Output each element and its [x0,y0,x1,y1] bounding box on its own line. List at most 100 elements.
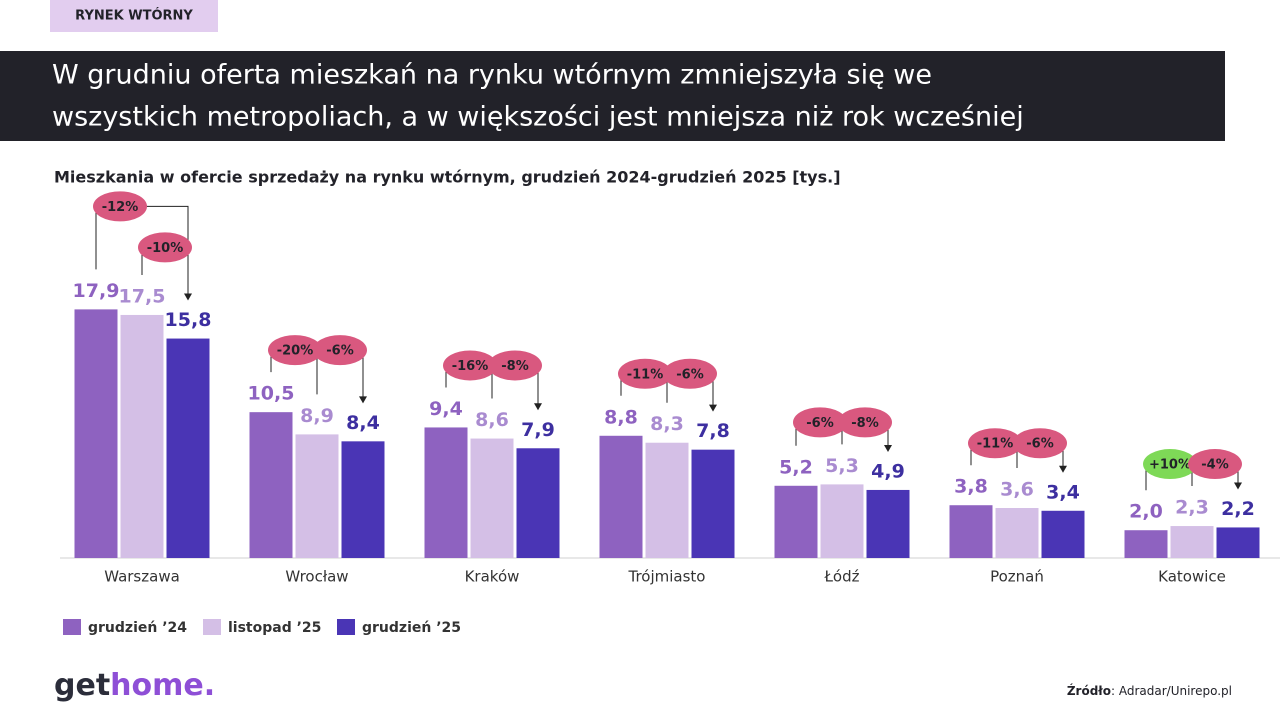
bar [1170,526,1214,558]
value-label: 17,9 [73,280,120,302]
change-badge [968,428,1022,459]
logo-part: home. [110,668,215,703]
change-badge [443,350,497,381]
value-label: 5,3 [825,455,859,477]
value-label: 3,8 [954,476,988,498]
arrow-head [184,293,192,301]
arrow-head [1059,465,1067,473]
change-label: -8% [501,359,528,374]
bar [166,338,210,558]
headline: W grudniu oferta mieszkań na rynku wtórn… [52,60,932,91]
bar [866,489,910,558]
bar [249,412,293,558]
change-label: -12% [102,200,139,215]
change-label: +10% [1149,458,1191,473]
chart-title: Mieszkania w ofercie sprzedaży na rynku … [54,168,841,187]
value-label: 8,4 [346,412,380,434]
headline-bg [0,51,1225,141]
change-label: -8% [851,416,878,431]
legend-label: grudzień ’24 [88,620,187,636]
change-badge [1188,449,1242,480]
x-tick-label: Trójmiasto [628,568,706,586]
value-label: 2,0 [1129,501,1163,523]
legend-label: grudzień ’25 [362,620,461,636]
change-label: -4% [1201,458,1228,473]
change-badge [1013,428,1067,459]
bar [645,442,689,558]
change-label: -6% [326,344,353,359]
logo: gethome. [54,668,215,703]
arrow-head [359,396,367,404]
value-label: 3,4 [1046,481,1080,503]
value-label: 2,2 [1221,498,1255,520]
source-label: Źródło [1067,683,1111,698]
legend-swatch [203,619,221,635]
change-badge [618,358,672,389]
change-badge [313,335,367,366]
legend-swatch [337,619,355,635]
value-label: 10,5 [248,383,295,405]
legend-swatch [63,619,81,635]
bar [995,508,1039,558]
arrow-head [709,404,717,412]
bar [774,485,818,558]
change-badge [93,191,147,222]
arrow-head [884,444,892,452]
source: Źródło: Adradar/Unirepo.pl [1067,683,1232,698]
change-badge [268,335,322,366]
legend-label: listopad ’25 [228,620,321,636]
bar [295,434,339,558]
bar [691,449,735,558]
value-label: 9,4 [429,398,463,420]
change-label: -16% [452,359,489,374]
bar [74,309,118,558]
change-label: -11% [627,367,664,382]
logo-part: get [54,668,110,703]
value-label: 8,8 [604,406,638,428]
bar [599,435,643,558]
bar [470,438,514,558]
bar [424,427,468,558]
arrow-head [534,403,542,411]
change-badge [793,407,847,438]
x-tick-label: Warszawa [104,568,180,586]
change-label: -10% [147,241,184,256]
value-label: 2,3 [1175,497,1209,519]
bar [949,505,993,558]
change-label: -6% [1026,437,1053,452]
tag-bg [50,0,218,32]
x-tick-label: Kraków [465,568,520,586]
bar [1216,527,1260,558]
change-badge [138,232,192,263]
x-tick-label: Katowice [1158,568,1226,586]
value-label: 5,2 [779,456,813,478]
chart: 17,9 17,515,8 Warszawa -12% -10% 10,58,9 8,4 Wr… [60,191,1280,636]
x-tick-label: Wrocław [285,568,348,586]
change-badge [1143,449,1197,480]
x-tick-label: Łódź [823,568,859,586]
value-label: 4,9 [871,460,905,482]
change-label: -20% [277,344,314,359]
bar [516,448,560,558]
bar [1124,530,1168,558]
bar [341,441,385,558]
value-label: 7,8 [696,420,730,442]
headline: wszystkich metropoliach, a w większości … [52,102,1024,133]
change-label: -6% [676,367,703,382]
tag: RYNEK WTÓRNY [75,8,193,24]
value-label: 3,6 [1000,479,1034,501]
change-badge [488,350,542,381]
bar [820,484,864,558]
value-label: 17,5 [119,285,166,307]
value-label: 8,3 [650,413,684,435]
source-text: : Adradar/Unirepo.pl [1111,684,1232,698]
bar [120,314,164,558]
value-label: 7,9 [521,419,555,441]
value-label: 15,8 [165,309,212,331]
x-tick-label: Poznań [990,568,1044,586]
value-label: 8,9 [300,405,334,427]
change-label: -11% [977,437,1014,452]
change-label: -6% [806,416,833,431]
